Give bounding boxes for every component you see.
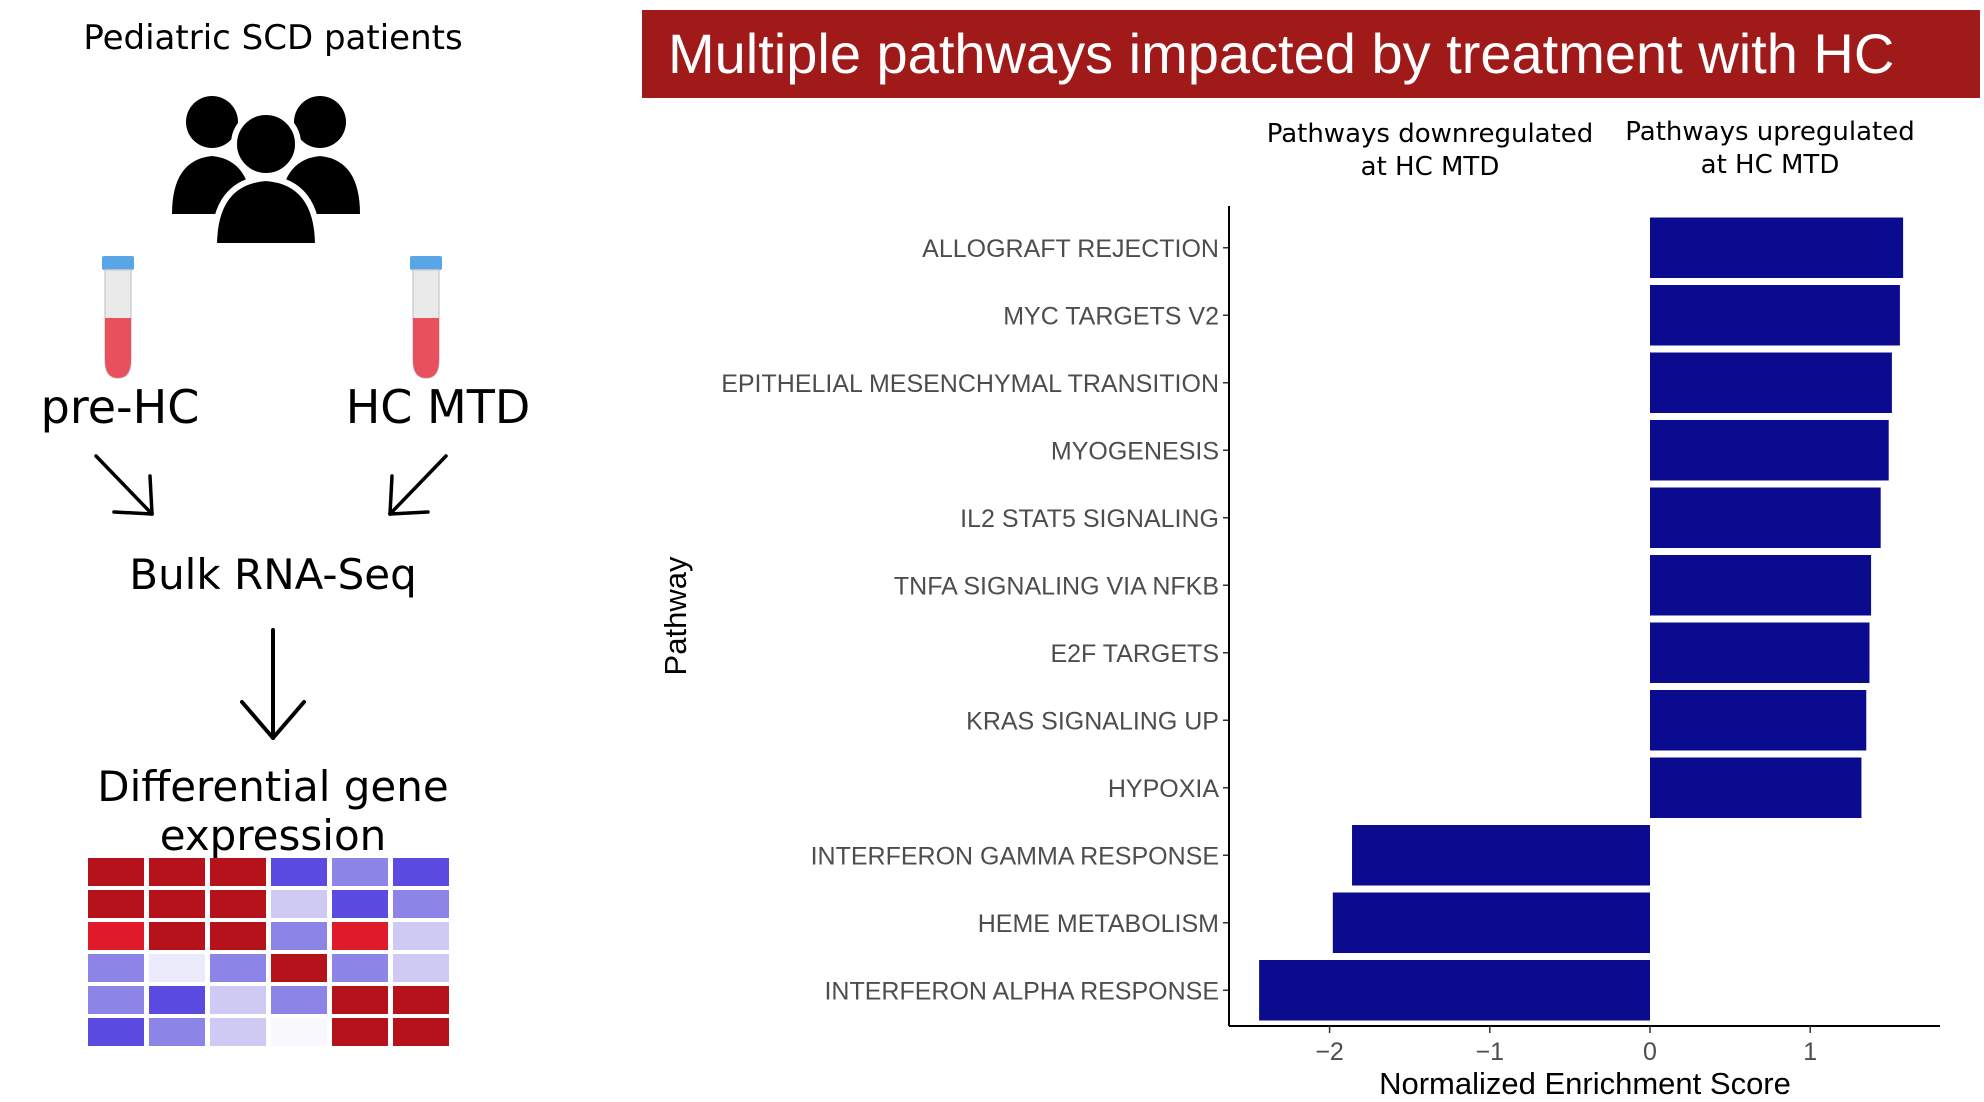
bar [1650, 690, 1867, 751]
heatmap-cell [332, 858, 388, 886]
x-tick-label: 0 [1643, 1038, 1657, 1066]
bar [1650, 352, 1892, 413]
heatmap-cell [393, 954, 449, 982]
heatmap-cell [210, 922, 266, 950]
heatmap-cell [210, 986, 266, 1014]
heatmap-cell [210, 858, 266, 886]
heatmap-cell [149, 986, 205, 1014]
bar [1650, 420, 1889, 481]
y-tick-label: MYC TARGETS V2 [1003, 302, 1219, 330]
heatmap-cell [149, 954, 205, 982]
bar [1352, 825, 1650, 886]
heatmap-cell [393, 1018, 449, 1046]
arrow-down-left-icon [388, 454, 448, 516]
x-axis-label: Normalized Enrichment Score [1379, 1066, 1791, 1101]
x-tick-label: −2 [1315, 1038, 1344, 1066]
y-tick-label: E2F TARGETS [1050, 640, 1219, 668]
y-tick-label: ALLOGRAFT REJECTION [922, 235, 1219, 263]
heatmap-cell [149, 922, 205, 950]
y-tick-label: INTERFERON GAMMA RESPONSE [811, 842, 1219, 870]
heatmap-cell [332, 890, 388, 918]
heatmap-icon [88, 858, 449, 1046]
heatmap-cell [88, 986, 144, 1014]
heatmap-cell [332, 1018, 388, 1046]
differential-expression-label: Differential gene expression [97, 762, 449, 860]
hc-mtd-label: HC MTD [345, 380, 531, 434]
annotation-up-line-1: Pathways upregulated [1625, 117, 1915, 147]
y-tick-label: IL2 STAT5 SIGNALING [960, 505, 1219, 533]
heatmap-cell [271, 954, 327, 982]
heatmap-cell [149, 858, 205, 886]
y-axis-label: Pathway [658, 556, 693, 675]
heatmap-cell [332, 954, 388, 982]
bulk-rna-seq-label: Bulk RNA-Seq [129, 550, 417, 599]
chart-title: Multiple pathways impacted by treatment … [668, 22, 1895, 85]
bar [1650, 285, 1900, 346]
annotation-downregulated: Pathways downregulated at HC MTD [1250, 118, 1610, 184]
blood-tube-icon-pre [102, 256, 134, 379]
heatmap-cell [332, 922, 388, 950]
y-tick-label: EPITHELIAL MESENCHYMAL TRANSITION [721, 370, 1219, 398]
x-tick-label: 1 [1803, 1038, 1817, 1066]
heatmap-cell [210, 890, 266, 918]
bar [1650, 555, 1872, 616]
heatmap-cell [88, 858, 144, 886]
heatmap-cell [210, 954, 266, 982]
heatmap-cell [149, 890, 205, 918]
bar [1259, 960, 1650, 1021]
heatmap-cell [88, 890, 144, 918]
heatmap-cell [393, 858, 449, 886]
left-panel-title: Pediatric SCD patients [83, 18, 463, 58]
heatmap-cell [271, 858, 327, 886]
blood-tube-icon-mtd [410, 256, 442, 379]
bar [1650, 217, 1904, 278]
annotation-down-line-1: Pathways downregulated [1266, 119, 1594, 149]
y-tick-label: TNFA SIGNALING VIA NFKB [894, 572, 1219, 600]
title-banner: Multiple pathways impacted by treatment … [642, 10, 1980, 98]
bar [1650, 487, 1881, 548]
people-group-icon [172, 96, 360, 246]
heatmap-cell [271, 986, 327, 1014]
heatmap-cell [88, 1018, 144, 1046]
heatmap-cell [88, 922, 144, 950]
heatmap-cell [88, 954, 144, 982]
heatmap-cell [271, 922, 327, 950]
arrow-down-icon [240, 628, 306, 740]
x-tick-label: −1 [1476, 1038, 1505, 1066]
y-tick-label: MYOGENESIS [1051, 437, 1219, 465]
heatmap-cell [393, 922, 449, 950]
annotation-upregulated: Pathways upregulated at HC MTD [1600, 116, 1940, 182]
y-tick-label: INTERFERON ALPHA RESPONSE [824, 977, 1219, 1005]
y-tick-label: HEME METABOLISM [978, 910, 1219, 938]
annotation-up-line-2: at HC MTD [1700, 150, 1840, 180]
heatmap-cell [210, 1018, 266, 1046]
heatmap-cell [393, 890, 449, 918]
heatmap-cell [271, 1018, 327, 1046]
y-tick-label: HYPOXIA [1108, 775, 1219, 803]
annotation-down-line-2: at HC MTD [1360, 152, 1500, 182]
y-tick-label: KRAS SIGNALING UP [966, 707, 1219, 735]
pre-hc-label: pre-HC [40, 380, 200, 434]
heatmap-cell [393, 986, 449, 1014]
bar [1332, 892, 1650, 953]
heatmap-cell [271, 890, 327, 918]
bar [1650, 622, 1870, 683]
heatmap-cell [332, 986, 388, 1014]
arrow-down-right-icon [94, 454, 154, 516]
heatmap-cell [149, 1018, 205, 1046]
bar [1650, 757, 1862, 818]
